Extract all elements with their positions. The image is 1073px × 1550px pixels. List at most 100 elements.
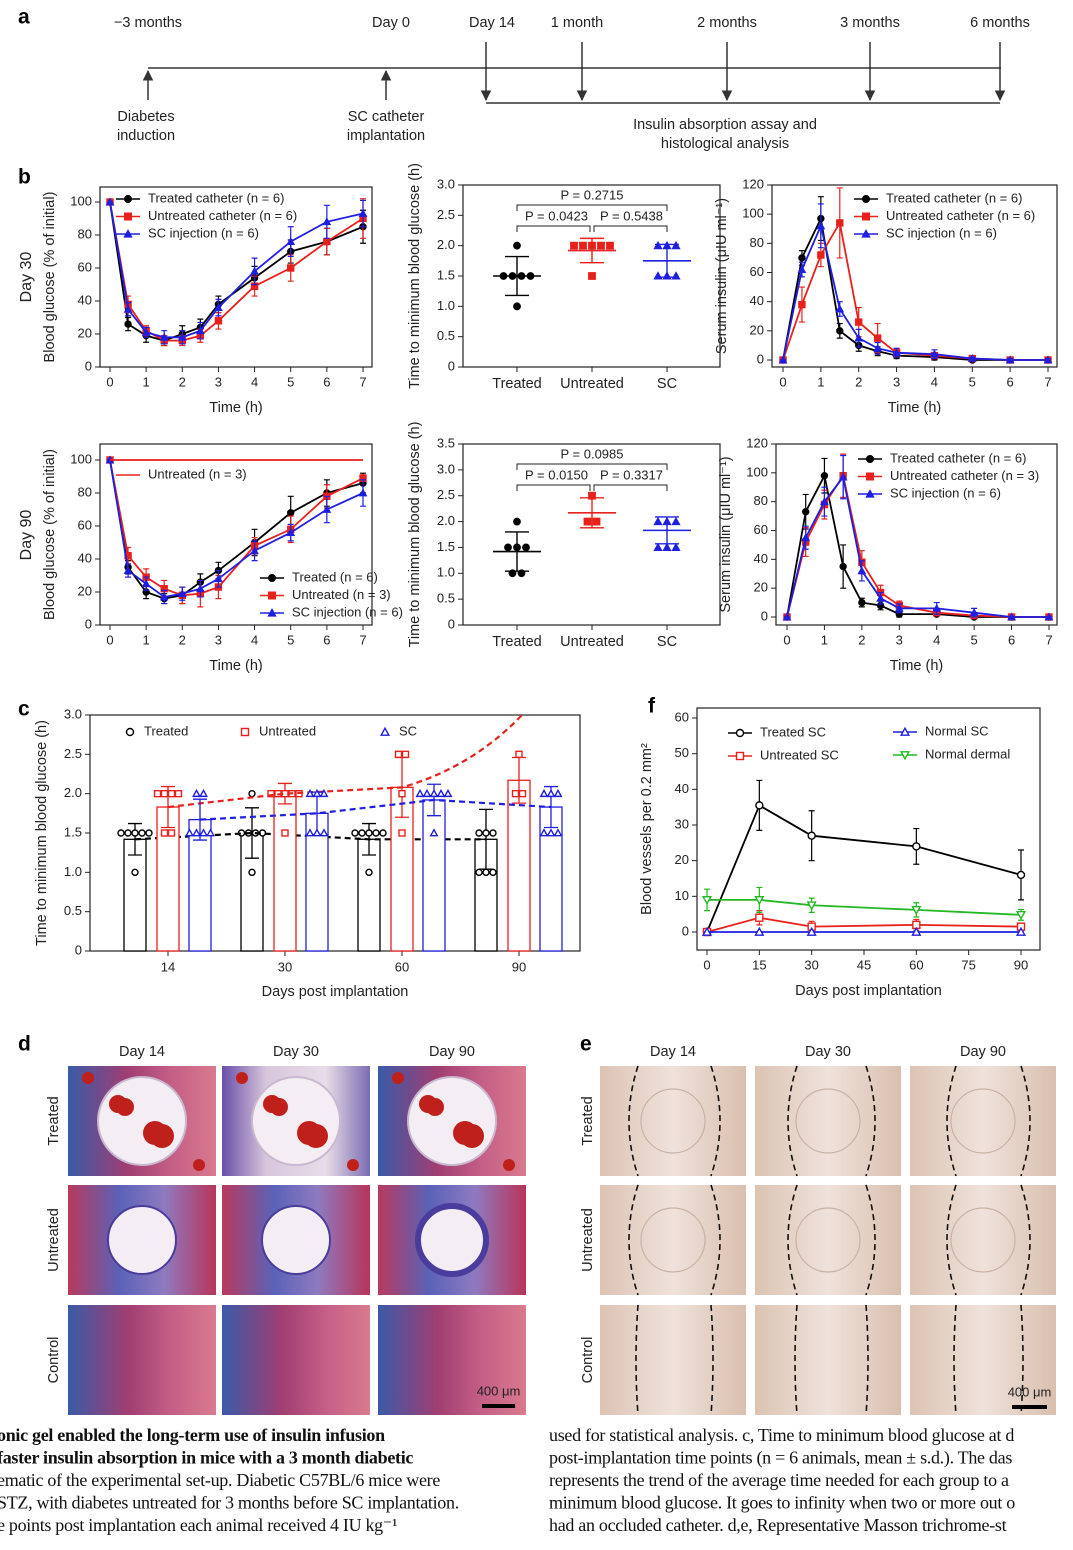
marker xyxy=(866,455,874,463)
x-tick-label: 4 xyxy=(251,374,258,389)
marker xyxy=(1007,612,1016,621)
x-tick-label: 60 xyxy=(395,959,409,974)
marker xyxy=(861,229,871,238)
marker xyxy=(967,353,977,362)
y-axis-label: Time to minimum blood glucose (h) xyxy=(34,720,50,946)
gel-spot xyxy=(297,1121,321,1145)
row-label: Day 90 xyxy=(18,510,35,561)
marker xyxy=(372,829,380,837)
marker xyxy=(858,598,866,607)
y-tick-label: 0.5 xyxy=(437,591,455,606)
gel-spot xyxy=(263,1095,281,1113)
x-tick-label: 0 xyxy=(779,374,786,389)
bracket xyxy=(516,484,668,491)
row-label: Control xyxy=(580,1337,596,1384)
marker xyxy=(105,197,115,206)
marker xyxy=(653,271,663,280)
bar-chart: 0 0.5 1.0 1.5 2.0 2.5 3.0 Time to minimum blood… xyxy=(34,706,581,1000)
y-tick-label: 3.5 xyxy=(437,435,455,450)
column-label: Day 14 xyxy=(119,1044,165,1060)
marker xyxy=(592,517,601,526)
marker xyxy=(873,334,882,342)
marker xyxy=(358,488,368,497)
y-axis-label: Time to minimum blood glucose (h) xyxy=(407,163,423,389)
marker xyxy=(1016,870,1026,880)
y-tick-label: 100 xyxy=(70,451,92,466)
marker xyxy=(876,593,885,602)
legend-label: Treated xyxy=(144,723,188,738)
y-axis-label: Blood glucose (% of initial) xyxy=(42,192,58,363)
caption-line: STZ, with diabetes untreated for 3 month… xyxy=(0,1493,459,1513)
marker xyxy=(894,603,904,612)
marker xyxy=(539,828,549,837)
x-tick-label: Untreated xyxy=(560,376,624,392)
marker xyxy=(782,612,792,621)
y-axis-label: Time to minimum blood glucose (h) xyxy=(407,422,423,648)
marker xyxy=(806,901,817,911)
marker xyxy=(475,868,483,877)
legend-label: Treated catheter (n = 6) xyxy=(890,450,1026,465)
x-tick-label: Treated xyxy=(492,634,541,650)
catheter xyxy=(415,1203,489,1277)
marker xyxy=(969,608,979,617)
sd-bar xyxy=(580,237,604,264)
x-tick-label: 2 xyxy=(858,632,865,647)
marker xyxy=(515,750,523,759)
y-axis-label: Blood vessels per 0.2 mm² xyxy=(639,743,655,915)
gel-spot xyxy=(193,1159,205,1171)
catheter xyxy=(795,1088,861,1154)
marker xyxy=(1015,926,1027,936)
boundary xyxy=(628,1184,721,1296)
marker xyxy=(199,788,208,798)
x-tick-label: 7 xyxy=(1045,632,1052,647)
column-label: Day 30 xyxy=(273,1044,319,1060)
y-tick-label: 3.0 xyxy=(64,706,82,721)
trend-line xyxy=(199,798,552,821)
y-tick-label: 100 xyxy=(746,464,768,479)
boundary xyxy=(787,1184,876,1296)
x-tick-label: 4 xyxy=(931,374,938,389)
marker xyxy=(653,542,663,551)
row-label: Day 30 xyxy=(18,252,35,303)
gel-spot xyxy=(347,1159,359,1171)
x-tick-label: 3 xyxy=(893,374,900,389)
event-label: induction xyxy=(117,128,175,144)
marker xyxy=(513,302,521,311)
x-tick-label: 6 xyxy=(323,632,330,647)
scale-bar-label: 400 μm xyxy=(1008,1384,1052,1399)
catheter xyxy=(795,1207,861,1273)
timeline-label: 1 month xyxy=(551,15,603,31)
y-tick-label: 0 xyxy=(448,616,455,631)
marker xyxy=(482,829,490,837)
bracket xyxy=(516,204,668,211)
x-tick-label: 7 xyxy=(1044,374,1051,389)
marker xyxy=(755,801,764,810)
marker xyxy=(214,317,223,325)
marker xyxy=(513,517,521,526)
panel-label: e xyxy=(580,1033,592,1056)
marker xyxy=(141,579,151,588)
y-tick-label: 20 xyxy=(78,583,92,598)
legend-label: Untreated catheter (n = 3) xyxy=(890,468,1039,483)
gel-spot xyxy=(453,1121,477,1145)
micrograph xyxy=(68,1305,216,1415)
x-tick-label: Untreated xyxy=(560,634,624,650)
marker xyxy=(513,241,521,250)
timeline-label: 3 months xyxy=(840,15,900,31)
catheter xyxy=(950,1207,1016,1273)
marker xyxy=(671,271,681,280)
marker xyxy=(195,326,205,335)
marker xyxy=(248,789,256,798)
marker xyxy=(570,241,578,250)
marker xyxy=(167,829,176,837)
marker xyxy=(838,472,848,481)
x-tick-label: 1 xyxy=(821,632,828,647)
y-tick-label: 60 xyxy=(78,259,92,274)
p-value: P = 0.2715 xyxy=(560,187,623,202)
y-tick-label: 3.0 xyxy=(437,176,455,191)
plot-frame xyxy=(99,186,373,368)
legend-label: SC injection (n = 6) xyxy=(148,225,259,240)
marker xyxy=(351,829,359,837)
x-tick-label: SC xyxy=(657,634,677,650)
